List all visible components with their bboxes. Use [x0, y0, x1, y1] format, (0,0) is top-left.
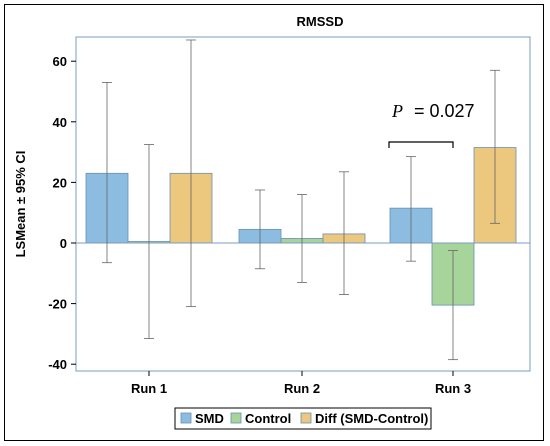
error-bars [102, 39, 500, 361]
y-tick-label: 0 [60, 236, 67, 251]
p-value-annotation: P = 0.027 [388, 101, 475, 148]
legend: SMD Control Diff (SMD-Control) [180, 411, 428, 426]
legend-swatch [230, 412, 242, 424]
y-tick-label: -40 [48, 357, 67, 372]
y-tick-label: -20 [48, 297, 67, 312]
chart-frame [4, 4, 544, 441]
legend-label: Diff (SMD-Control) [315, 411, 428, 426]
legend-swatch [180, 412, 192, 424]
x-tick-label: Run 3 [435, 381, 471, 396]
legend-swatch [300, 412, 312, 424]
p-symbol: P [391, 101, 403, 121]
x-tick-label: Run 2 [284, 381, 320, 396]
y-axis: -40 -20 0 20 40 60 [48, 54, 76, 372]
y-axis-label: LSMean ± 95% CI [13, 151, 28, 258]
x-axis: Run 1 Run 2 Run 3 [131, 371, 471, 396]
legend-label: Control [245, 411, 291, 426]
annotation-text: P = 0.027 [391, 101, 475, 121]
annotation-bracket [388, 141, 454, 148]
chart-title: RMSSD [297, 14, 344, 29]
y-tick-label: 20 [53, 175, 67, 190]
y-tick-label: 40 [53, 115, 67, 130]
x-tick-label: Run 1 [131, 381, 167, 396]
plot-area [75, 36, 531, 372]
legend-label: SMD [195, 411, 224, 426]
y-tick-label: 60 [53, 54, 67, 69]
bars [85, 147, 517, 306]
p-value: = 0.027 [414, 101, 475, 121]
